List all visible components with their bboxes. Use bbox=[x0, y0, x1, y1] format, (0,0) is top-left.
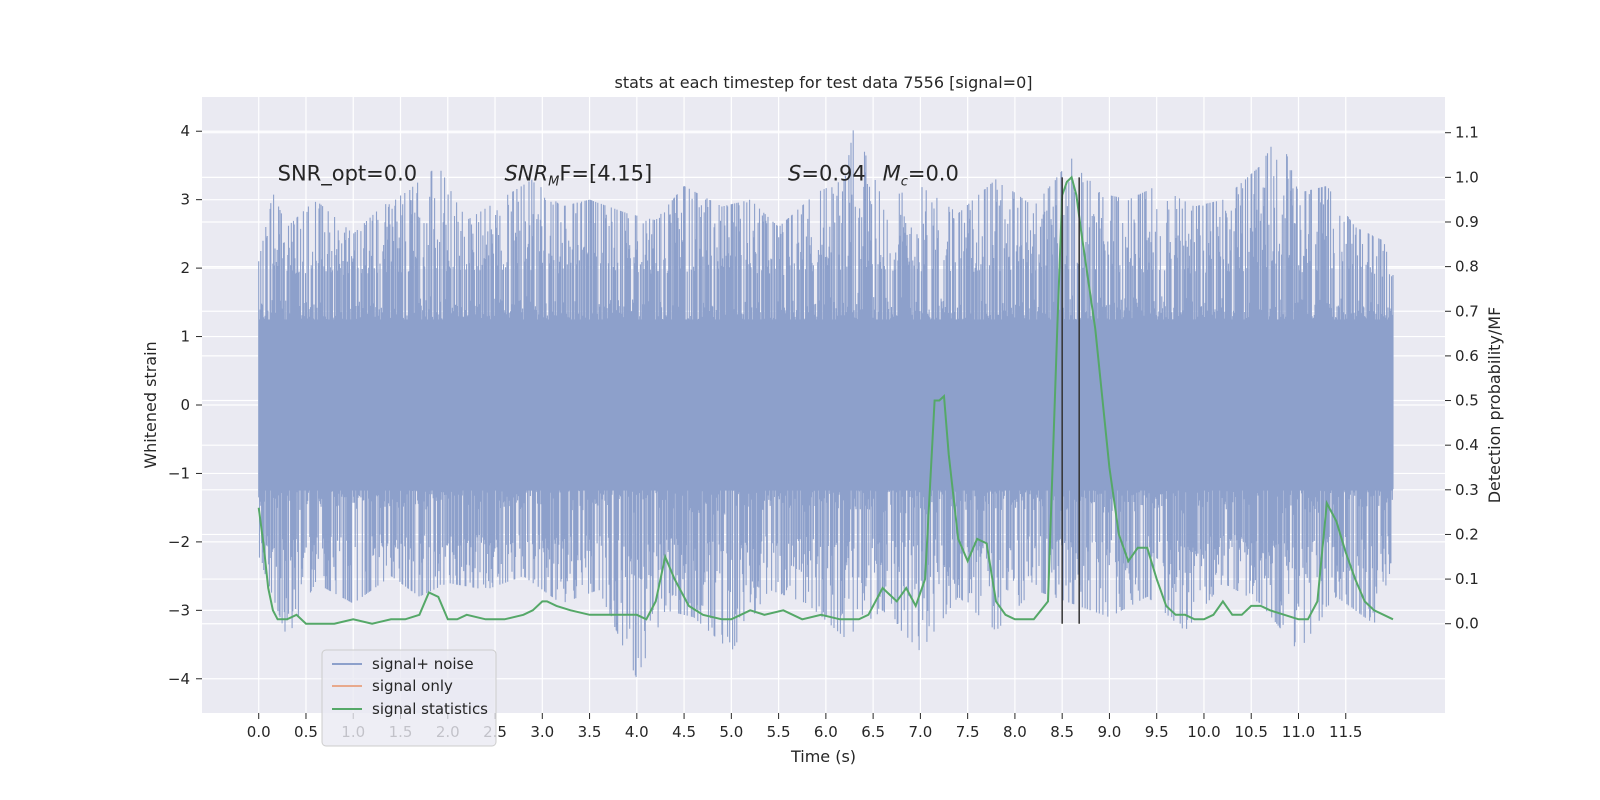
x-tick-label: 10.5 bbox=[1235, 723, 1268, 741]
legend: signal+ noise signal only signal statist… bbox=[321, 649, 497, 747]
y2-tick-label: 0.4 bbox=[1455, 436, 1479, 454]
y-tick-label: 1 bbox=[180, 328, 190, 346]
x-tick-label: 3.0 bbox=[530, 723, 554, 741]
x-tick-label: 0.5 bbox=[294, 723, 318, 741]
x-tick-label: 0.0 bbox=[247, 723, 271, 741]
annotation-snr-opt: SNR_opt=0.0 bbox=[278, 161, 418, 186]
y2-tick-label: 1.1 bbox=[1455, 124, 1479, 142]
y-axis-ticks: −4 −3 −2 −1 0 1 2 3 4 bbox=[168, 122, 202, 688]
y-tick-label: −2 bbox=[168, 533, 190, 551]
legend-label-signal-only: signal only bbox=[372, 677, 453, 695]
y-tick-label: 4 bbox=[180, 122, 190, 140]
x-tick-label: 4.5 bbox=[672, 723, 696, 741]
noise-spikes bbox=[258, 130, 1394, 678]
x-tick-label: 4.0 bbox=[625, 723, 649, 741]
y-tick-label: −3 bbox=[168, 601, 190, 619]
legend-label-signal-statistics: signal statistics bbox=[372, 700, 488, 718]
x-tick-label: 6.0 bbox=[814, 723, 838, 741]
x-tick-label: 7.0 bbox=[908, 723, 932, 741]
y2-tick-label: 0.7 bbox=[1455, 302, 1479, 320]
y-tick-label: −1 bbox=[168, 464, 190, 482]
x-tick-label: 5.5 bbox=[767, 723, 791, 741]
x-tick-label: 8.0 bbox=[1003, 723, 1027, 741]
legend-label-signal-noise: signal+ noise bbox=[372, 655, 474, 673]
y2-tick-label: 0.0 bbox=[1455, 615, 1479, 633]
y2-tick-label: 0.6 bbox=[1455, 347, 1479, 365]
x-tick-label: 11.0 bbox=[1282, 723, 1315, 741]
chart-title: stats at each timestep for test data 755… bbox=[614, 73, 1032, 92]
x-tick-label: 11.5 bbox=[1329, 723, 1362, 741]
annotation-snr-mf: SNRMF=[4.15] bbox=[504, 161, 652, 189]
y2-tick-label: 0.5 bbox=[1455, 392, 1479, 410]
y-axis-label: Whitened strain bbox=[141, 341, 160, 468]
signal-statistics-series bbox=[257, 175, 1394, 625]
x-tick-label: 7.5 bbox=[956, 723, 980, 741]
signal-statistics-line bbox=[257, 175, 1394, 625]
signal-noise-series bbox=[258, 130, 1394, 678]
y2-tick-label: 0.2 bbox=[1455, 525, 1479, 543]
y2-tick-label: 0.3 bbox=[1455, 481, 1479, 499]
y2-tick-label: 1.0 bbox=[1455, 168, 1479, 186]
x-axis-label: Time (s) bbox=[790, 747, 856, 766]
x-tick-label: 3.5 bbox=[578, 723, 602, 741]
x-tick-label: 10.0 bbox=[1187, 723, 1220, 741]
y2-axis-ticks: 0.0 0.1 0.2 0.3 0.4 0.5 0.6 0.7 0.8 0.9 1.0 1.1 bbox=[1445, 124, 1479, 633]
annotation-s: S=0.94 bbox=[788, 161, 866, 185]
x-tick-label: 9.5 bbox=[1145, 723, 1169, 741]
y-tick-label: 0 bbox=[180, 396, 190, 414]
y-tick-label: 2 bbox=[180, 259, 190, 277]
x-tick-label: 5.0 bbox=[719, 723, 743, 741]
annotation-mc: Mc=0.0 bbox=[883, 161, 959, 189]
y-tick-label: −4 bbox=[168, 670, 190, 688]
x-tick-label: 9.0 bbox=[1098, 723, 1122, 741]
x-tick-label: 6.5 bbox=[861, 723, 885, 741]
x-tick-label: 8.5 bbox=[1050, 723, 1074, 741]
y2-axis-label: Detection probability/MF bbox=[1485, 307, 1504, 504]
detection-vlines bbox=[1061, 177, 1080, 624]
y2-tick-label: 0.8 bbox=[1455, 258, 1479, 276]
y2-tick-label: 0.1 bbox=[1455, 570, 1479, 588]
y2-tick-label: 0.9 bbox=[1455, 213, 1479, 231]
y-tick-label: 3 bbox=[180, 191, 190, 209]
legend-box bbox=[321, 649, 497, 747]
